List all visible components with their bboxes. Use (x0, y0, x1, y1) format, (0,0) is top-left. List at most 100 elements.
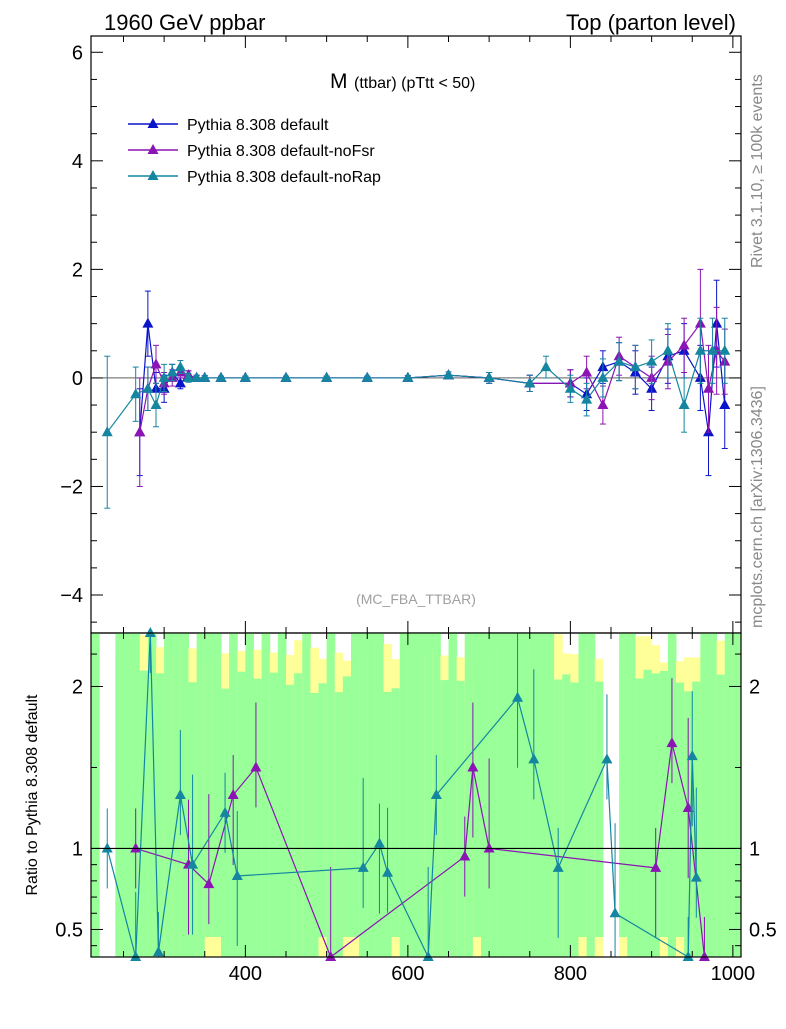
legend-label: Pythia 8.308 default (187, 117, 329, 134)
data-point (694, 344, 706, 355)
data-point (199, 371, 211, 382)
ratio-band-inner (164, 633, 173, 957)
ratio-band-inner (619, 633, 628, 937)
ratio-band-inner (375, 633, 384, 957)
ratio-band-inner (180, 633, 189, 957)
data-point (130, 388, 142, 399)
data-point (646, 355, 658, 366)
ratio-series-group (101, 627, 710, 961)
ratio-band-inner (440, 680, 449, 957)
ratio-data-point (682, 951, 694, 961)
legend-label: Pythia 8.308 default-noRap (187, 169, 381, 186)
ratio-band-inner (562, 674, 571, 957)
data-point (707, 344, 719, 355)
x-tick-label: 400 (229, 963, 262, 985)
ratio-band-inner (635, 678, 644, 957)
ratio-band-inner (724, 633, 734, 957)
ratio-data-point (174, 789, 186, 799)
ratio-data-point (152, 946, 164, 957)
ratio-band-inner (456, 680, 466, 957)
ratio-data-point (373, 837, 385, 848)
data-point (142, 317, 154, 328)
ratio-data-point (130, 842, 142, 853)
ratio-band-inner (578, 633, 588, 937)
ratio-band-inner (676, 682, 685, 937)
ratio-band-inner (172, 633, 181, 957)
ratio-data-point (250, 761, 262, 772)
ratio-band-inner (131, 633, 141, 957)
data-point (597, 399, 609, 410)
watermark-label: (MC_FBA_TTBAR) (356, 591, 476, 607)
data-point (215, 371, 227, 382)
ratio-data-point (459, 850, 471, 861)
data-point (158, 371, 170, 382)
data-point (678, 339, 690, 350)
data-point (662, 344, 674, 355)
ratio-band-inner (643, 669, 653, 957)
ratio-band-inner (481, 633, 490, 957)
ratio-band-inner (253, 678, 263, 957)
x-tick-label: 600 (391, 963, 424, 985)
ratio-data-point (609, 907, 621, 918)
ratio-data-point (101, 842, 113, 853)
ratio-data-point (698, 951, 710, 961)
ratio-band-inner (627, 633, 636, 957)
ratio-data-point (666, 737, 678, 748)
ratio-band-inner (651, 673, 661, 957)
chart-title-main: M (330, 70, 348, 93)
legend-marker (147, 118, 159, 128)
ratio-band-inner (391, 688, 401, 937)
ratio-band-inner (334, 692, 344, 957)
data-point (174, 377, 186, 388)
ratio-data-point (357, 861, 369, 872)
ratio-band-inner (513, 633, 523, 957)
ratio-band-inner (546, 633, 555, 957)
data-point (597, 371, 609, 382)
ratio-band-inner (318, 683, 328, 937)
data-point (191, 371, 203, 382)
mcplots-label: mcplots.cern.ch [arXiv:1306.3436] (749, 386, 766, 628)
rivet-version-label: Rivet 3.1.10, ≥ 100k events (749, 74, 766, 268)
data-point (402, 371, 414, 382)
ratio-band-inner (505, 633, 514, 957)
ratio-band-inner (700, 633, 709, 957)
data-point (613, 355, 625, 366)
ratio-band-inner (472, 633, 482, 937)
ratio-band-inner (237, 671, 246, 957)
ratio-band-inner (521, 633, 531, 957)
ratio-data-point (144, 627, 156, 637)
legend-label: Pythia 8.308 default-noFsr (187, 143, 375, 160)
main-series-group (101, 268, 731, 509)
data-point (142, 382, 154, 393)
ratio-band-inner (399, 633, 409, 957)
ratio-data-point (430, 789, 442, 799)
data-point (564, 382, 576, 393)
main-ticks: −4 −2 0 2 4 6 (60, 36, 741, 633)
ratio-ticks: 0.5 0.5 1 1 2 2 400 600 800 1000 (55, 633, 777, 985)
chart-title-sub: (ttbar) (pTtt < 50) (354, 75, 475, 92)
ratio-band-inner (667, 633, 677, 957)
ratio-band-inner (407, 633, 417, 957)
ratio-data-point (325, 951, 337, 961)
ratio-band-inner (326, 633, 336, 957)
ratio-band-inner (147, 633, 157, 957)
data-point (540, 361, 552, 372)
ratio-band-inner (708, 633, 718, 957)
data-point (581, 393, 593, 404)
ratio-band-inner (489, 633, 498, 957)
ratio-data-point (227, 789, 239, 799)
ratio-band-inner (367, 633, 376, 957)
x-tick-label: 800 (554, 963, 587, 985)
ratio-band-inner (554, 679, 563, 957)
ratio-band-inner (204, 633, 214, 937)
ratio-data-point (552, 861, 564, 872)
data-point (703, 382, 714, 393)
ratio-data-point (467, 761, 479, 772)
ratio-band-inner (196, 633, 206, 957)
ratio-band-inner (261, 633, 271, 957)
header-left-label: 1960 GeV ppbar (104, 10, 265, 35)
data-point (101, 426, 113, 437)
ratio-band-inner (212, 633, 222, 937)
data-point (581, 366, 593, 377)
